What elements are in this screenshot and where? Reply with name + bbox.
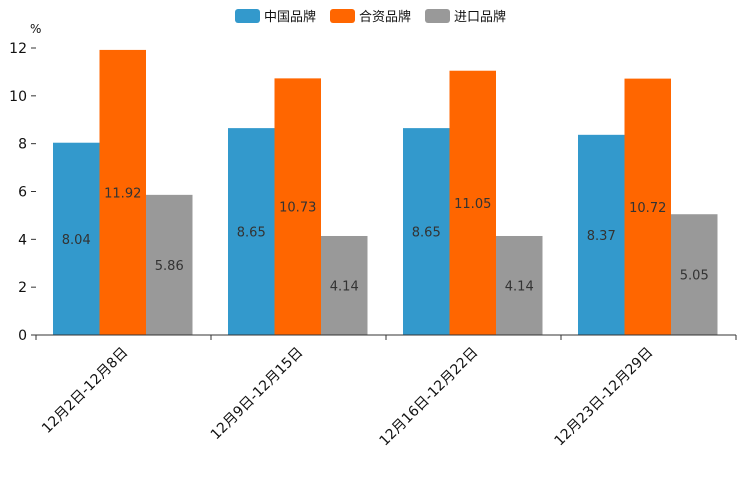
data-label-2-4: 10.72 <box>629 201 666 216</box>
y-tick-label: 8 <box>18 137 27 153</box>
bar-2-2[interactable] <box>274 78 322 335</box>
data-label-2-1: 11.92 <box>104 186 141 201</box>
legend-swatch-1[interactable] <box>235 9 260 23</box>
bar-3-1[interactable] <box>146 194 193 335</box>
y-tick-label: 6 <box>18 185 27 201</box>
y-tick-label: 10 <box>9 89 27 105</box>
bar-1-4[interactable] <box>578 134 625 335</box>
legend-swatch-2[interactable] <box>330 9 355 23</box>
data-label-1-2: 8.65 <box>237 226 266 241</box>
legend: 中国品牌 合资品牌 进口品牌 <box>235 9 506 25</box>
bars: 8.04 11.92 5.86 8.65 10.73 4.14 8.65 11.05 4.14 8… <box>53 49 718 336</box>
data-label-3-3: 4.14 <box>505 279 534 294</box>
data-label-1-1: 8.04 <box>62 233 91 248</box>
data-label-3-1: 5.86 <box>155 259 184 274</box>
bar-2-4[interactable] <box>624 78 672 335</box>
bar-1-1[interactable] <box>53 142 100 335</box>
bar-3-2[interactable] <box>321 235 368 335</box>
y-tick-label: 0 <box>18 328 27 344</box>
x-axis: 12月2日-12月8日 12月9日-12月15日 12月16日-12月22日 12月2… <box>35 334 737 450</box>
legend-swatch-3[interactable] <box>425 9 450 23</box>
bar-3-3[interactable] <box>496 235 543 335</box>
y-axis-unit-label: % <box>30 22 41 36</box>
legend-label-1[interactable]: 中国品牌 <box>264 9 316 25</box>
data-label-2-2: 10.73 <box>279 201 316 216</box>
y-tick-label: 2 <box>18 280 27 296</box>
x-tick-label-1: 12月2日-12月8日 <box>39 345 131 437</box>
legend-label-2[interactable]: 合资品牌 <box>359 9 411 25</box>
data-label-3-4: 5.05 <box>680 269 709 284</box>
x-tick-label-4: 12月23日-12月29日 <box>551 345 656 450</box>
data-label-1-4: 8.37 <box>587 229 616 244</box>
bar-2-3[interactable] <box>449 70 497 336</box>
x-tick-label-3: 12月16日-12月22日 <box>376 345 481 450</box>
y-tick-label: 12 <box>9 41 27 57</box>
data-label-2-3: 11.05 <box>454 197 491 212</box>
bar-1-2[interactable] <box>228 128 275 335</box>
bar-1-3[interactable] <box>403 128 450 335</box>
data-label-3-2: 4.14 <box>330 279 359 294</box>
legend-label-3[interactable]: 进口品牌 <box>454 9 506 25</box>
data-label-1-3: 8.65 <box>412 226 441 241</box>
bar-2-1[interactable] <box>99 49 147 336</box>
y-axis: 0 2 4 6 8 10 12 <box>9 41 36 344</box>
bar-3-4[interactable] <box>671 214 718 335</box>
y-tick-label: 4 <box>18 232 27 248</box>
x-tick-label-2: 12月9日-12月15日 <box>208 345 307 444</box>
